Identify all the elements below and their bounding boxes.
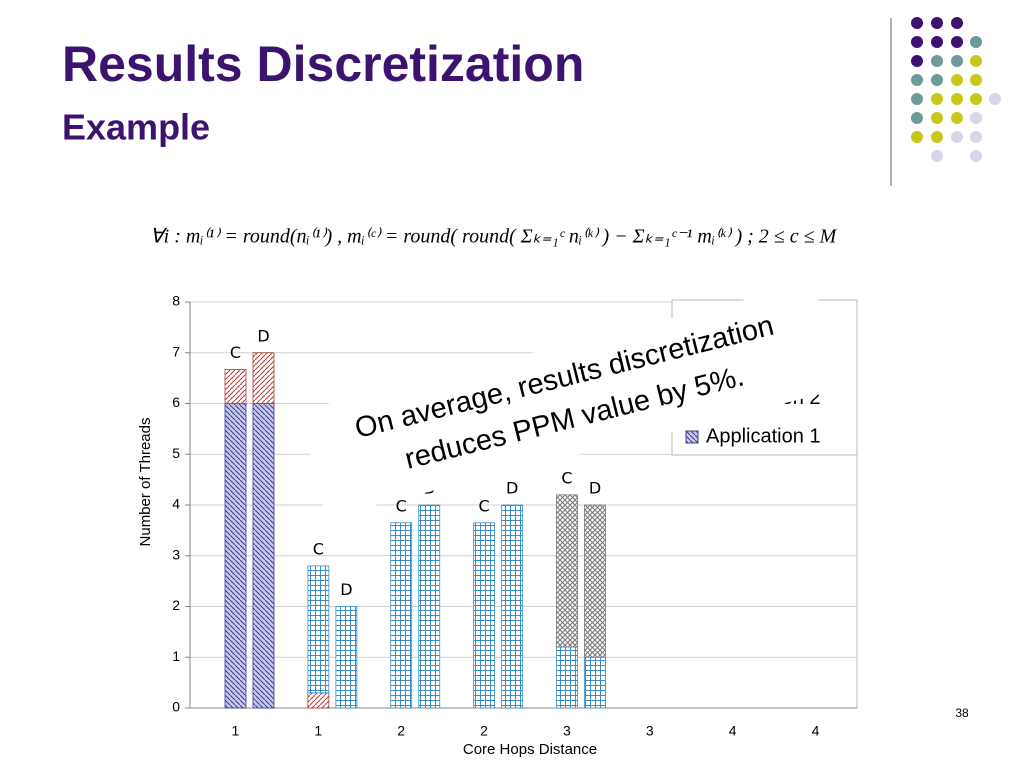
bar-segment: [473, 522, 496, 709]
bar-segment: [584, 656, 606, 709]
x-tick-label: 4: [729, 723, 737, 739]
y-tick-label: 7: [172, 343, 180, 359]
slide-title: Results Discretization: [62, 36, 584, 92]
bar-segment: [224, 403, 247, 709]
legend-label: Application 1: [706, 425, 821, 447]
legend-swatch: [685, 430, 699, 444]
y-tick-label: 8: [172, 293, 180, 309]
bar-label: D: [340, 580, 352, 599]
bar-segment: [335, 606, 358, 709]
bar-label: C: [313, 539, 324, 558]
bar-segment: [307, 565, 330, 694]
bar-segment: [224, 369, 247, 404]
chart: 0123456781CD1CD2CD2CD3CD344Core Hops Dis…: [137, 282, 858, 758]
bar-label: C: [479, 496, 490, 515]
bar-label: C: [230, 343, 241, 362]
x-tick-label: 3: [646, 723, 654, 739]
bar-segment: [390, 522, 413, 709]
bar-label: C: [561, 468, 572, 487]
y-tick-label: 4: [172, 496, 180, 512]
y-tick-label: 1: [172, 648, 180, 664]
x-tick-label: 2: [397, 723, 405, 739]
slide-subtitle: Example: [62, 107, 210, 148]
x-tick-label: 1: [314, 723, 322, 739]
y-tick-label: 5: [172, 445, 180, 461]
x-tick-label: 1: [232, 723, 240, 739]
x-tick-label: 4: [812, 723, 820, 739]
callout-box: [299, 282, 841, 518]
y-tick-label: 2: [172, 597, 180, 613]
bar-segment: [584, 504, 606, 658]
x-tick-label: 2: [480, 723, 488, 739]
bar-label: D: [506, 479, 518, 498]
bar-label: D: [589, 479, 601, 498]
x-tick-label: 3: [563, 723, 571, 739]
decor-dots: [911, 17, 1001, 162]
y-tick-label: 3: [172, 546, 180, 562]
y-axis-label: Number of Threads: [137, 418, 154, 547]
bar-segment: [252, 403, 275, 709]
bar-label: C: [396, 496, 407, 515]
y-tick-label: 6: [172, 394, 180, 410]
bar-segment: [307, 692, 330, 709]
formula: ∀i : mᵢ⁽¹⁾ = round(nᵢ⁽¹⁾) , mᵢ⁽ᶜ⁾ = roun…: [150, 226, 838, 248]
bar-segment: [501, 504, 524, 709]
y-tick-label: 0: [172, 699, 180, 715]
bar-segment: [252, 352, 275, 404]
bar-segment: [556, 646, 578, 709]
bar-segment: [418, 504, 441, 709]
bar-label: D: [257, 326, 269, 345]
page-number: 38: [955, 706, 969, 720]
bar-segment: [556, 494, 578, 648]
x-axis-label: Core Hops Distance: [463, 741, 597, 758]
